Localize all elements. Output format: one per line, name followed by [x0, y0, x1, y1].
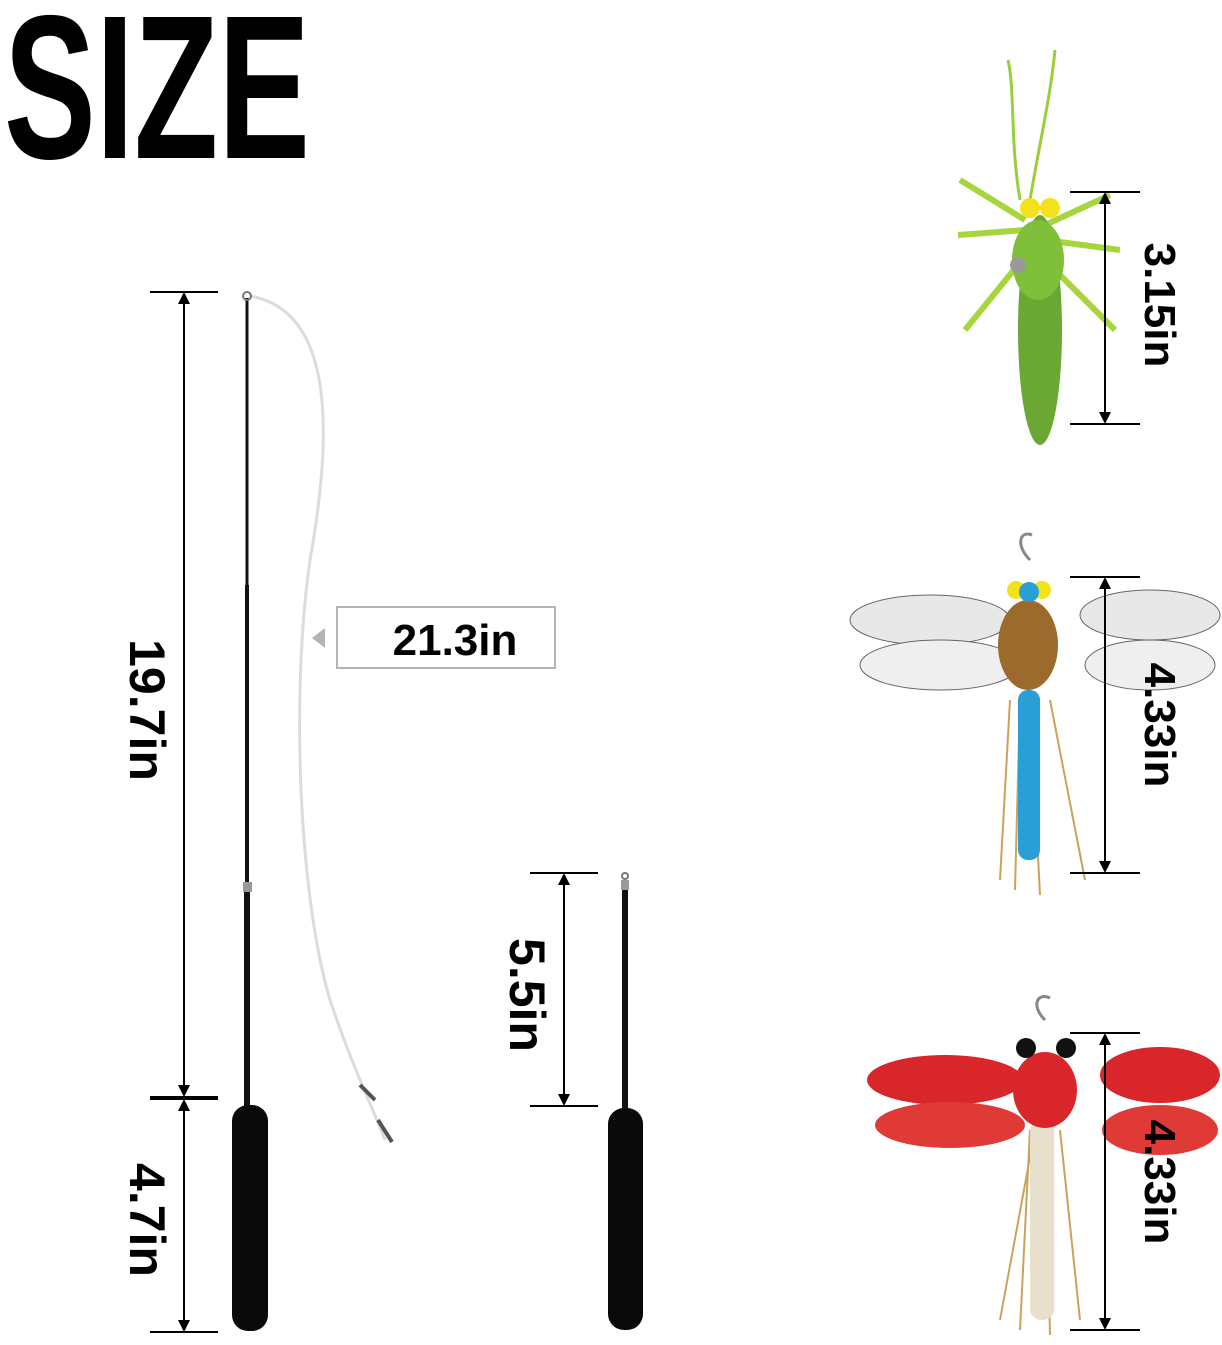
red-dragonfly-image — [867, 995, 1220, 1336]
string-length-callout: 21.3in — [312, 606, 556, 669]
grasshopper-size-label: 3.15in — [1135, 243, 1184, 368]
red-dragonfly-size-label: 4.33in — [1135, 1120, 1184, 1245]
blue-dragonfly-image — [849, 532, 1221, 896]
grasshopper-image — [957, 49, 1121, 445]
dimension-grasshopper: 3.15in — [1070, 191, 1184, 425]
dimension-handle-length: 4.7in — [119, 1098, 218, 1333]
dimension-blue-dragonfly: 4.33in — [1070, 576, 1184, 874]
handle-length-label: 4.7in — [119, 1163, 175, 1277]
rod-length-label: 19.7in — [119, 639, 175, 781]
dimension-rod-length: 19.7in — [119, 291, 218, 1098]
page-title: SIZE — [4, 0, 310, 202]
wand-image — [232, 291, 394, 1331]
blue-dragonfly-size-label: 4.33in — [1135, 663, 1184, 788]
short-rod-length-label: 5.5in — [499, 938, 555, 1052]
string-length-label: 21.3in — [393, 616, 518, 665]
dimension-red-dragonfly: 4.33in — [1070, 1032, 1184, 1331]
short-wand-image — [608, 872, 643, 1330]
dimension-short-rod-length: 5.5in — [499, 872, 598, 1107]
